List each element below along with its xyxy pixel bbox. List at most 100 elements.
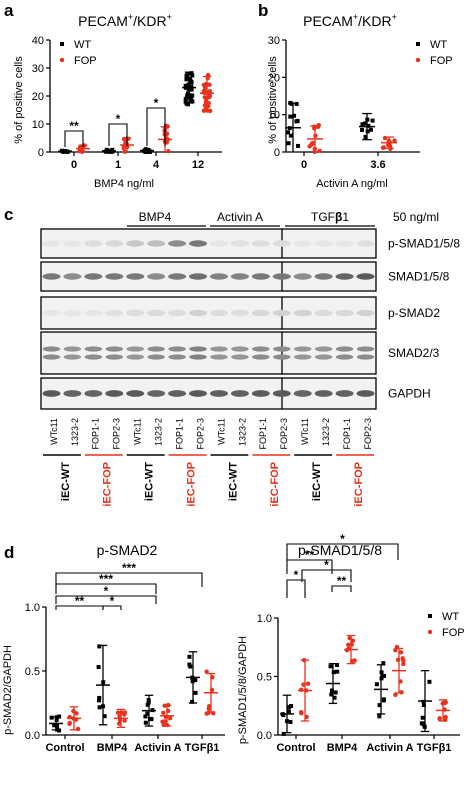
significance-label: * (154, 96, 159, 110)
blot-lane-label: FOP2-3 (195, 418, 205, 450)
blot-band (126, 240, 145, 247)
wt-point (420, 721, 425, 726)
blot-band (189, 354, 207, 360)
blot-band (210, 346, 228, 352)
blot-band (314, 346, 333, 352)
significance-bracket (286, 543, 399, 560)
group-label: iEC-FOP (269, 462, 281, 507)
blot-band (272, 346, 291, 352)
blot-treatment-bmp4: BMP4 (139, 210, 172, 224)
y-tick-label: 30 (268, 35, 280, 47)
legend-wt-label: WT (430, 39, 447, 51)
wt-point (52, 723, 57, 728)
fop-point (350, 638, 356, 643)
blot-band (231, 354, 249, 360)
panel-label-a: a (4, 1, 14, 20)
wt-point (370, 118, 375, 123)
legend-wt-label: WT (74, 39, 91, 51)
blot-band (356, 309, 375, 317)
y-tick-label: 0.0 (257, 730, 272, 742)
wt-point (189, 80, 194, 85)
blot-band (42, 354, 61, 360)
y-tick-label: 20 (268, 72, 280, 84)
group-label: iEC-FOP (353, 462, 365, 507)
blot-band (210, 354, 228, 360)
blot-band (230, 309, 249, 317)
wt-point (421, 699, 426, 704)
blot-band (105, 346, 124, 352)
panel-a-ylabel: % of positive cells (13, 56, 25, 144)
group-label: iEC-WT (311, 462, 323, 501)
blot-lane-label: FOP2-3 (279, 418, 289, 450)
wt-point (183, 96, 188, 101)
blot-band (251, 273, 270, 280)
blot-band (314, 390, 333, 397)
panel-c-western-blot: BMP4 Activin A TGFβ1 50 ng/ml p-SMAD1/5/… (40, 210, 460, 507)
blot-band (251, 309, 270, 317)
wt-point (294, 119, 299, 124)
fop-point (162, 719, 167, 724)
blot-band (84, 346, 103, 352)
blot-band (230, 240, 249, 247)
fop-point (119, 710, 124, 715)
legend-fop-marker (415, 57, 421, 63)
blot-treatment-activin: Activin A (217, 210, 263, 224)
wt-point (286, 709, 291, 714)
significance-label: * (104, 584, 109, 598)
significance-bracket (55, 583, 157, 594)
blot-strip (40, 331, 377, 375)
panel-label-d: d (4, 543, 14, 562)
blot-band (209, 273, 228, 280)
fop-point (299, 710, 304, 716)
wt-point (97, 695, 102, 700)
fop-point (122, 149, 128, 154)
blot-row-label-2: p-SMAD2 (388, 306, 440, 320)
panel-b-chart: PECAM+/KDR+ % of positive cells Activin … (267, 12, 453, 190)
blot-band (335, 273, 354, 280)
wt-point (380, 674, 385, 679)
fop-point (349, 642, 354, 647)
blot-band (356, 346, 375, 352)
blot-band (293, 390, 312, 397)
blot-band (252, 354, 270, 360)
blot-band (168, 273, 187, 280)
fop-point (166, 148, 171, 154)
panel-a-xlabel: BMP4 ng/ml (94, 178, 154, 190)
wt-point (187, 662, 192, 667)
panel-b-xlabel: Activin A ng/ml (316, 178, 388, 190)
significance-label: * (110, 594, 115, 608)
significance-label: ** (69, 119, 79, 133)
x-tick-label: 1 (115, 159, 121, 171)
fop-point (317, 148, 322, 154)
significance-bracket (55, 595, 157, 604)
wt-point (189, 84, 194, 89)
fop-point (207, 89, 213, 94)
panel-b-ylabel: % of positive cells (267, 56, 279, 144)
wt-point (381, 661, 386, 666)
blot-band (293, 240, 312, 247)
significance-label: * (324, 558, 329, 572)
wt-point (374, 682, 379, 687)
blot-lane-label: FOP1-1 (91, 418, 101, 450)
blot-band (209, 390, 228, 397)
wt-point (421, 703, 426, 708)
wt-point (333, 690, 338, 695)
x-tick-label: Activin A (366, 742, 413, 754)
blot-band (335, 354, 354, 360)
wt-point (288, 720, 293, 725)
panel-d-right-ylabel: p-SMAD1/5/8/GAPDH (237, 636, 249, 744)
wt-point (190, 699, 195, 704)
wt-point (335, 669, 340, 674)
blot-band (272, 354, 291, 360)
wt-point (108, 149, 113, 154)
legend-fop-marker (59, 57, 65, 63)
wt-point (189, 98, 194, 103)
fop-point (381, 145, 387, 150)
legend-wt-marker (428, 614, 432, 618)
blot-row-label-0: p-SMAD1/5/8 (388, 237, 460, 251)
y-tick-label: 40 (32, 35, 44, 47)
blot-band (251, 390, 270, 397)
significance-bracket (301, 569, 352, 582)
legend-fop-label: FOP (74, 55, 97, 67)
